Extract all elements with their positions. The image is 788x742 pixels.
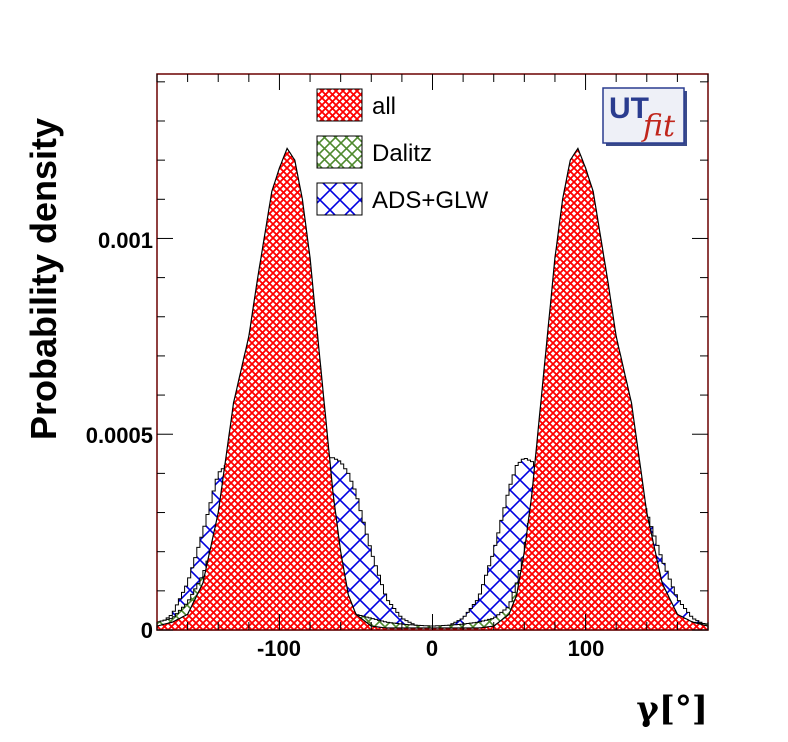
x-tick-label-0: 0 [426,636,438,661]
y-tick-label-0.0005: 0.0005 [86,423,153,448]
logo-text-ut: UT [609,92,649,125]
legend-label-all: all [372,93,396,120]
x-tick-label-100: 100 [568,636,605,661]
legend-label-ads-glw: ADS+GLW [372,187,489,214]
legend: all Dalitz ADS+GLW [316,88,489,216]
x-tick-label-neg100: -100 [257,636,301,661]
legend-swatch-ads-glw [316,182,363,216]
y-tick-label-0.001: 0.001 [98,228,153,253]
legend-label-dalitz: Dalitz [372,140,432,167]
legend-swatch-all [316,88,363,122]
y-axis-title: Probability density [23,118,64,440]
legend-swatch-dalitz [316,135,363,169]
x-axis-title: γ[°] [636,689,708,729]
series-all-area [156,147,709,631]
logo-text-fit: fit [641,109,676,144]
utfit-logo: UT fit [602,87,687,146]
y-tick-label-0: 0 [141,618,153,643]
axis-ticks [156,74,709,631]
series-layer [156,147,709,631]
